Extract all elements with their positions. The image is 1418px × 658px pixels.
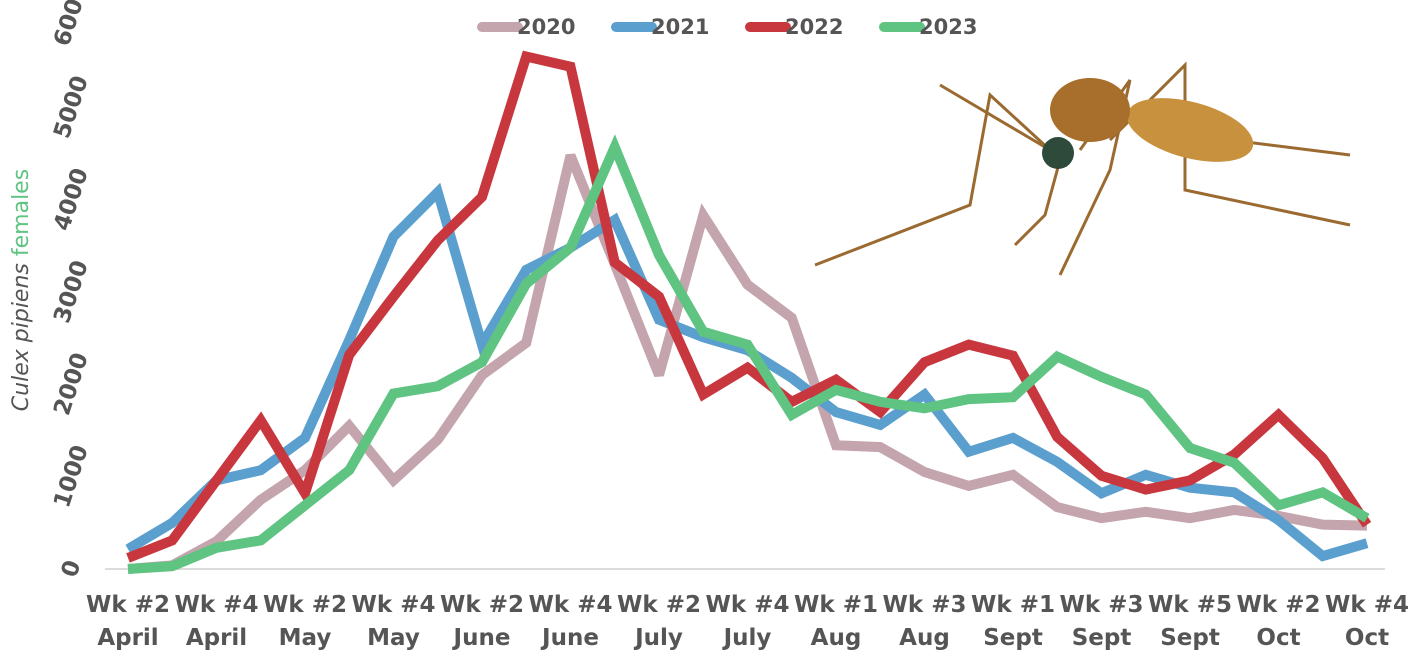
y-tick-label: 4000 <box>49 165 94 234</box>
page: Culex pipiens females 0 1000 2000 3000 4000 5… <box>0 0 1418 658</box>
x-tick-label: Wk #4 Oct <box>1307 589 1418 655</box>
y-tick-label: 2000 <box>49 350 94 419</box>
y-tick-label: 1000 <box>49 442 94 511</box>
legend-label: 2020 <box>517 15 575 39</box>
y-axis-label-species: Culex pipiens <box>9 263 34 411</box>
mosquito-image <box>815 65 1350 275</box>
y-tick-label: 5000 <box>49 73 94 142</box>
y-axis-label: Culex pipiens females <box>9 169 34 411</box>
y-tick-label: 0 <box>57 557 87 580</box>
y-tick-label: 6000 <box>49 0 94 49</box>
legend-label: 2023 <box>919 15 977 39</box>
y-tick-label: 3000 <box>49 257 94 326</box>
y-axis-label-sex: females <box>9 169 34 256</box>
chart: Culex pipiens females 0 1000 2000 3000 4000 5… <box>0 0 1418 658</box>
legend-label: 2021 <box>651 15 709 39</box>
legend-label: 2022 <box>785 15 843 39</box>
series-line <box>128 147 1367 569</box>
